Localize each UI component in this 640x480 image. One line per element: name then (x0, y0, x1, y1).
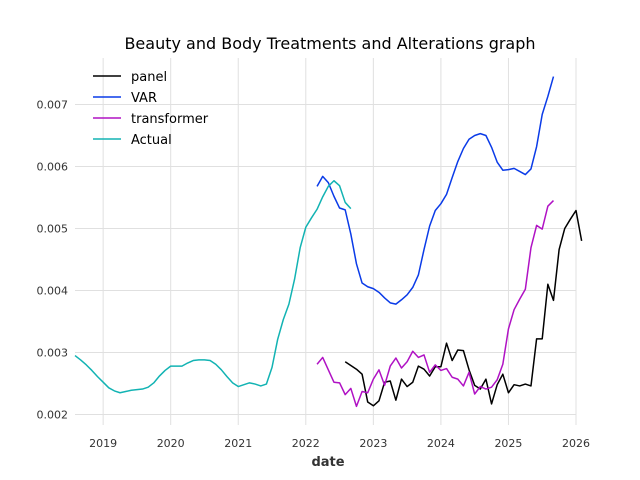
x-tick-label: 2019 (89, 437, 117, 450)
series-lines (74, 76, 583, 408)
y-axis-ticks: 0.002 0.003 0.004 0.005 0.006 0.007 (37, 98, 69, 421)
chart-title: Beauty and Body Treatments and Alteratio… (124, 34, 535, 53)
y-tick-label: 0.005 (37, 222, 69, 235)
legend: panel VAR transformer Actual (93, 70, 209, 148)
y-tick-label: 0.003 (37, 346, 69, 359)
y-tick-label: 0.006 (37, 160, 69, 173)
x-tick-label: 2026 (562, 437, 590, 450)
x-tick-label: 2020 (157, 437, 185, 450)
series-line-actual (74, 180, 352, 394)
x-tick-label: 2021 (224, 437, 252, 450)
x-tick-label: 2025 (494, 437, 522, 450)
grid (75, 58, 577, 425)
x-tick-label: 2022 (292, 437, 320, 450)
y-tick-label: 0.002 (37, 408, 69, 421)
x-tick-label: 2024 (427, 437, 455, 450)
legend-label-var: VAR (131, 91, 157, 106)
x-axis-label: date (311, 455, 344, 470)
series-line-panel (344, 209, 583, 407)
legend-label-panel: panel (131, 70, 167, 85)
legend-label-actual: Actual (131, 133, 172, 148)
y-tick-label: 0.007 (37, 98, 69, 111)
x-tick-label: 2023 (359, 437, 387, 450)
legend-label-transformer: transformer (131, 112, 209, 127)
x-axis-ticks: 2019 2020 2021 2022 2023 2024 2025 2026 (89, 437, 590, 450)
series-line-transformer (316, 200, 555, 408)
series-line-var (316, 76, 555, 305)
y-tick-label: 0.004 (37, 284, 69, 297)
